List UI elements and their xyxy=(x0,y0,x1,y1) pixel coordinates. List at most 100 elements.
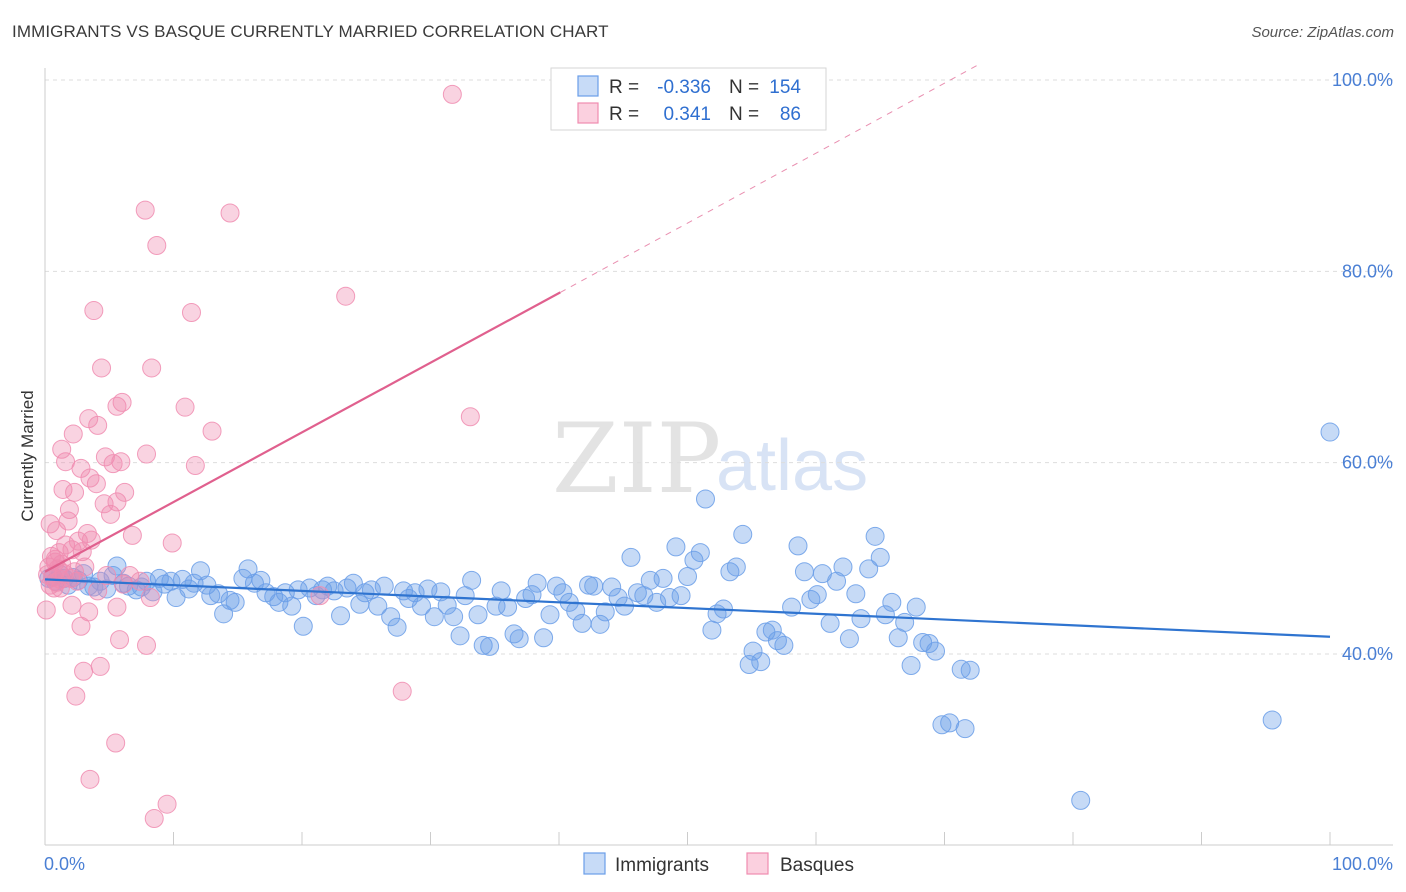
scatter-point xyxy=(111,452,131,472)
scatter-point xyxy=(684,550,704,570)
scatter-point xyxy=(418,579,438,599)
scatter-point xyxy=(827,571,847,591)
scatter-point xyxy=(264,587,284,607)
scatter-point xyxy=(671,586,691,606)
trend-lines xyxy=(44,65,1331,638)
scatter-point xyxy=(726,557,746,577)
scatter-point xyxy=(88,415,108,435)
scatter-point xyxy=(115,482,135,502)
scatter-point xyxy=(653,568,673,588)
bottom-legend-swatch-immigrants xyxy=(583,852,606,875)
scatter-point xyxy=(820,613,840,633)
scatter-point xyxy=(92,358,112,378)
scatter-point xyxy=(462,570,482,590)
scatter-point xyxy=(666,537,686,557)
scatter-point xyxy=(310,586,330,606)
watermark-zip: ZIP xyxy=(552,403,721,515)
scatter-point xyxy=(437,595,457,615)
scatter-point xyxy=(71,616,91,636)
scatter-point xyxy=(144,809,164,829)
chart-title: IMMIGRANTS VS BASQUE CURRENTLY MARRIED C… xyxy=(12,22,609,41)
scatter-point xyxy=(56,452,76,472)
scatter-point xyxy=(442,84,462,104)
trend-line-basques xyxy=(44,291,561,573)
scatter-point xyxy=(846,584,866,604)
scatter-point xyxy=(919,633,939,653)
scatter-point xyxy=(220,203,240,223)
scatter-point xyxy=(120,566,140,586)
scatter-point xyxy=(336,286,356,306)
scatter-point xyxy=(1262,710,1282,730)
scatter-point xyxy=(590,614,610,634)
series-legend: Immigrants Basques xyxy=(583,852,854,876)
scatter-point xyxy=(774,635,794,655)
scatter-point xyxy=(955,719,975,739)
scatter-point xyxy=(293,616,313,636)
scatter-point xyxy=(107,396,127,416)
scatter-point xyxy=(702,620,722,640)
scatter-point xyxy=(202,421,222,441)
y-tick-label: 40.0% xyxy=(1342,644,1393,664)
scatter-point xyxy=(238,559,258,579)
scatter-point xyxy=(540,605,560,625)
scatter-point xyxy=(678,567,697,587)
scatter-point xyxy=(157,794,177,814)
scatter-point xyxy=(59,500,79,520)
scatter-point xyxy=(162,533,182,553)
scatter-point xyxy=(460,407,480,427)
scatter-point xyxy=(122,525,142,545)
scatter-point xyxy=(74,661,94,681)
scatter-point xyxy=(140,588,160,608)
scatter-point xyxy=(62,595,82,615)
bottom-legend-immigrants: Immigrants xyxy=(615,855,709,876)
scatter-point xyxy=(788,536,808,556)
scatter-point xyxy=(468,605,488,625)
scatter-point xyxy=(444,607,464,627)
scatter-point xyxy=(602,577,622,597)
scatter-point xyxy=(137,444,157,464)
scatter-point xyxy=(901,655,921,675)
legend-r-value-immigrants: -0.336 xyxy=(657,77,711,98)
scatter-point xyxy=(695,489,715,509)
scatter-point xyxy=(527,573,547,593)
scatter-point xyxy=(621,547,641,567)
scatter-point xyxy=(95,447,115,467)
scatter-point xyxy=(751,652,771,672)
scatter-point xyxy=(859,559,879,579)
scatter-point xyxy=(480,636,500,656)
x-ticks xyxy=(173,832,1331,845)
scatter-point xyxy=(112,392,132,412)
scatter-point xyxy=(498,597,518,617)
scatter-point xyxy=(595,602,615,622)
scatter-point xyxy=(282,596,302,616)
scatter-point xyxy=(101,504,121,524)
y-axis-label: Currently Married xyxy=(18,390,37,521)
legend-r-value-basques: 0.341 xyxy=(663,104,711,125)
scatter-point xyxy=(65,482,85,502)
scatter-point xyxy=(851,609,871,629)
scatter-point xyxy=(882,592,902,612)
x-tick-label-min: 0.0% xyxy=(44,854,85,874)
scatter-point xyxy=(381,607,401,627)
legend-r-label-basques: R = xyxy=(609,104,639,125)
legend-n-label-immigrants: N = xyxy=(729,77,759,98)
watermark-atlas: atlas xyxy=(716,426,868,506)
legend-swatch-basques xyxy=(577,102,599,124)
scatter-point xyxy=(63,424,83,444)
scatter-point xyxy=(172,569,192,589)
scatter-point xyxy=(932,715,952,735)
scatter-point xyxy=(53,479,73,499)
scatter-point xyxy=(135,200,155,220)
scatter-point xyxy=(331,606,351,626)
scatter-point xyxy=(392,681,412,701)
scatter-point xyxy=(269,592,289,612)
scatter-point xyxy=(179,579,199,599)
scatter-point xyxy=(190,561,210,581)
scatter-point xyxy=(960,660,980,680)
scatter-point xyxy=(225,592,245,612)
scatter-point xyxy=(130,571,150,591)
scatter-point xyxy=(534,628,554,648)
scatter-point xyxy=(181,302,201,322)
scatter-point xyxy=(86,474,106,494)
